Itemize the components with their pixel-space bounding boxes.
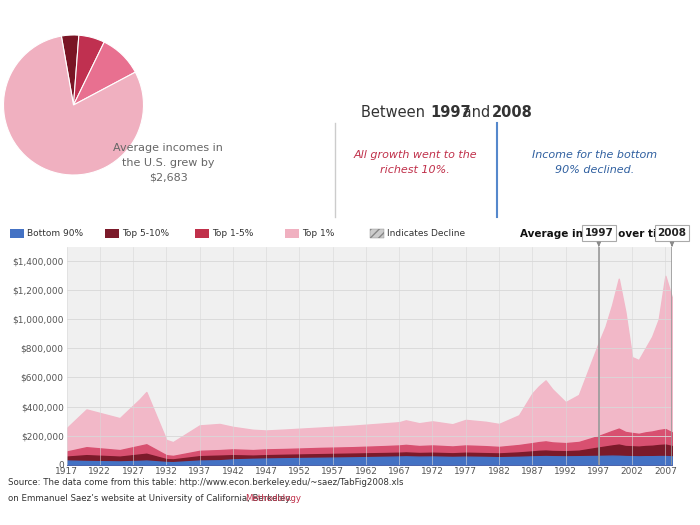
- Bar: [195, 229, 209, 238]
- Text: Indicates Decline: Indicates Decline: [387, 229, 465, 238]
- Text: :: :: [522, 105, 527, 120]
- Text: 1997: 1997: [430, 105, 470, 120]
- Text: Between: Between: [361, 105, 430, 120]
- Text: Income for the bottom
90% declined.: Income for the bottom 90% declined.: [533, 151, 657, 175]
- Text: Top 5-10%: Top 5-10%: [122, 229, 169, 238]
- Text: Average incomes in
the U.S. grew by
$2,683: Average incomes in the U.S. grew by $2,6…: [113, 143, 223, 183]
- Text: and: and: [458, 105, 495, 120]
- Text: 2008: 2008: [657, 228, 687, 238]
- Text: Methodology: Methodology: [245, 495, 301, 503]
- Wedge shape: [4, 36, 144, 175]
- Text: Top 1-5%: Top 1-5%: [212, 229, 253, 238]
- Text: When income grows, who gains?: When income grows, who gains?: [197, 40, 545, 59]
- Text: Source: The data come from this table: http://www.econ.berkeley.edu/~saez/TabFig: Source: The data come from this table: h…: [8, 478, 403, 487]
- Text: 2008: 2008: [492, 105, 533, 120]
- Text: 10%: 10%: [0, 224, 18, 238]
- Text: Average income over time: Average income over time: [520, 228, 675, 239]
- Wedge shape: [74, 42, 135, 105]
- Text: TOP: TOP: [0, 205, 10, 215]
- Text: Bottom 90%: Bottom 90%: [27, 229, 83, 238]
- Text: Top 1%: Top 1%: [302, 229, 335, 238]
- Bar: [105, 229, 119, 238]
- Bar: [10, 229, 24, 238]
- Wedge shape: [74, 35, 104, 105]
- Text: on Emmanuel Saez’s website at University of California, Berkeley.: on Emmanuel Saez’s website at University…: [8, 495, 295, 503]
- Bar: [285, 229, 299, 238]
- Text: All growth went to the
richest 10%.: All growth went to the richest 10%.: [354, 151, 477, 175]
- Bar: [370, 229, 384, 238]
- Wedge shape: [62, 35, 79, 105]
- Text: 1997: 1997: [584, 228, 613, 238]
